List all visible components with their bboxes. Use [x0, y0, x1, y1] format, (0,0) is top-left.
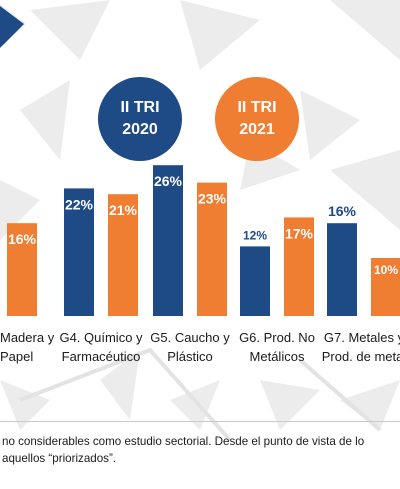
bar-1-4 [371, 258, 400, 316]
bar-1-0 [7, 223, 37, 316]
bar-0-1 [64, 188, 94, 316]
category-label-0: Madera y Papel [0, 328, 60, 366]
category-label-2: G5. Caucho y Plástico [134, 328, 246, 366]
data-label-1-0: 16% [8, 231, 37, 247]
category-label-1-line-0: G4. Químico y [59, 330, 143, 345]
category-label-1: G4. Químico y Farmacéutico [45, 328, 157, 366]
bar-1-2 [197, 182, 227, 316]
corner-arrow-logo [0, 0, 30, 52]
data-label-1-4: 10% [374, 263, 398, 277]
category-label-0-line-1: Papel [0, 349, 34, 364]
data-label-1-2: 23% [198, 191, 227, 207]
bar-1-1 [108, 194, 138, 316]
category-label-3: G6. Prod. No Metálicos [221, 328, 333, 366]
category-label-1-line-1: Farmacéutico [61, 349, 141, 364]
data-label-0-1: 22% [65, 196, 94, 212]
legend-badge-2020-line2: 2020 [122, 121, 158, 138]
bar-0-2 [153, 165, 183, 316]
category-label-3-line-0: G6. Prod. No [239, 330, 315, 345]
data-label-1-3: 17% [285, 225, 314, 241]
data-label-1-1: 21% [109, 202, 138, 218]
footnote: no considerables como estudio sectorial.… [0, 433, 400, 467]
category-label-3-line-1: Metálicos [249, 349, 305, 364]
legend-badge-2021: II TRI 2021 [215, 77, 299, 161]
legend-badge-2020-line1: II TRI [120, 99, 160, 116]
footnote-line-1: no considerables como estudio sectorial.… [2, 435, 365, 448]
data-label-0-2: 26% [154, 173, 183, 189]
legend-badge-2021-line2: 2021 [239, 121, 275, 138]
bar-0-4 [327, 223, 357, 316]
category-label-0-line-0: Madera y [0, 330, 55, 345]
bar-chart: 16% 22% 21% 26% 23% 12% 17% 16% 10% [7, 165, 400, 316]
category-label-4-line-1: Prod. de metal [321, 349, 400, 364]
divider-line-top [0, 421, 400, 422]
category-label-4: G7. Metales y Prod. de metal [308, 328, 400, 366]
legend-badge-2021-line1: II TRI [237, 99, 277, 116]
legend-badge-2020: II TRI 2020 [98, 77, 182, 161]
category-label-2-line-0: G5. Caucho y [150, 330, 230, 345]
bar-0-3 [240, 246, 270, 316]
data-label-0-3: 12% [243, 228, 267, 242]
category-label-2-line-1: Plástico [167, 349, 213, 364]
footnote-line-2: aquellos “priorizados”. [2, 452, 117, 465]
data-label-0-4: 16% [328, 203, 357, 219]
category-label-4-line-0: G7. Metales y [323, 330, 400, 345]
bar-1-3 [284, 217, 314, 316]
